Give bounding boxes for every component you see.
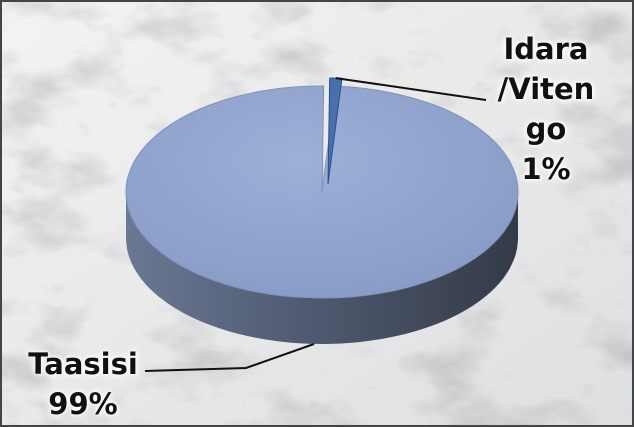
data-label-line: 1% — [521, 152, 571, 186]
data-label-line: Idara — [503, 32, 589, 66]
leader-line-large-slice — [144, 343, 315, 372]
data-label-line: /Viten — [497, 72, 595, 106]
data-label-line: go — [525, 112, 567, 146]
pie-side-wall — [126, 192, 518, 344]
leader-line-small-slice — [335, 77, 487, 101]
data-label-line: 99% — [48, 387, 118, 421]
pie-slices — [125, 77, 519, 299]
data-label-line: Taasisi — [28, 347, 138, 381]
data-label-small-slice: Idara /Viten go 1% — [488, 29, 604, 189]
pie-slice-large — [125, 85, 519, 299]
data-label-large-slice: Taasisi 99% — [18, 344, 148, 424]
